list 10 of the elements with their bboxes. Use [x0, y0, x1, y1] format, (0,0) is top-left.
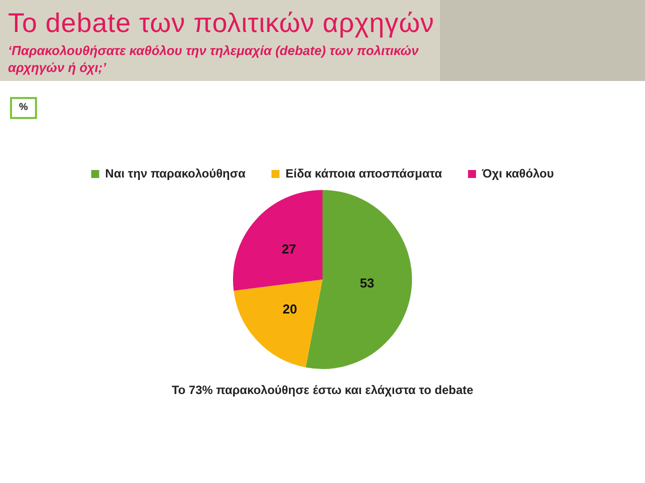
chart-title: Το debate των πολιτικών αρχηγών: [8, 8, 434, 39]
legend-label: Ναι την παρακολούθησα: [105, 166, 246, 180]
text: %: [10, 97, 37, 119]
data-label: 27: [282, 241, 296, 256]
data-label: 53: [360, 275, 374, 290]
legend-label: Όχι καθόλου: [481, 166, 554, 180]
data-label: 20: [282, 302, 298, 317]
text: Το 73% παρακολούθησε έστω και ελάχιστα το debate: [170, 383, 474, 397]
chart-subtitle: ‘Παρακολουθήσατε καθόλου την τηλεμαχία (debate) των πολιτικών αρχηγών ή όχι;’: [8, 42, 420, 76]
legend-label: Είδα κάποια αποσπάσματα: [285, 166, 443, 180]
